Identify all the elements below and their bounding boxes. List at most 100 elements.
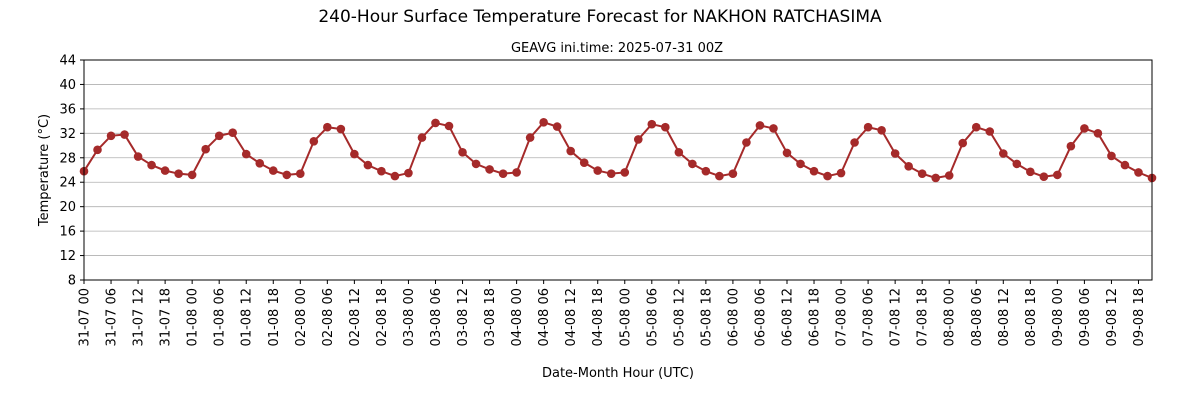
data-point	[755, 121, 765, 130]
data-point	[904, 162, 913, 171]
data-point	[715, 171, 724, 181]
data-point	[214, 131, 224, 141]
data-point	[579, 158, 589, 167]
x-axis-label: Date-Month Hour (UTC)	[542, 366, 694, 381]
x-tick-label: 02-08 06	[321, 288, 336, 346]
data-point	[1053, 170, 1062, 180]
x-axis-ticks: 31-07 00 31-07 06 31-07 12 31-07 18 01-08 00…	[78, 280, 1147, 346]
x-tick-label: 08-08 12	[997, 288, 1012, 346]
data-point	[350, 149, 359, 159]
data-point	[1026, 167, 1035, 177]
x-tick-label: 08-08 00	[943, 288, 958, 346]
data-point	[1039, 172, 1049, 182]
x-tick-label: 07-08 00	[835, 288, 850, 346]
x-tick-label: 03-08 12	[456, 288, 471, 346]
data-point	[512, 168, 521, 177]
data-point	[471, 159, 481, 169]
x-tick-label: 04-08 06	[537, 288, 552, 346]
data-point	[552, 122, 562, 131]
x-tick-label: 09-08 00	[1051, 288, 1066, 346]
chart-subtitle: GEAVG ini.time: 2025-07-31 00Z	[511, 41, 723, 56]
data-point	[147, 160, 156, 170]
data-point	[606, 169, 616, 178]
x-tick-label: 06-08 00	[726, 288, 741, 346]
data-point	[390, 171, 400, 181]
x-tick-label: 06-08 06	[753, 288, 768, 346]
data-point	[525, 133, 535, 142]
data-point	[539, 118, 548, 127]
x-tick-label: 31-07 12	[132, 288, 147, 346]
data-point	[647, 119, 657, 129]
data-point	[444, 121, 454, 131]
x-tick-label: 02-08 18	[375, 288, 390, 346]
data-point	[431, 118, 440, 128]
data-point	[674, 147, 684, 157]
x-tick-label: 01-08 12	[240, 288, 255, 346]
data-point	[201, 144, 210, 154]
x-tick-label: 03-08 18	[483, 288, 498, 346]
data-point	[255, 158, 265, 168]
data-point	[228, 128, 238, 138]
x-tick-label: 01-08 18	[267, 288, 282, 346]
data-point	[958, 138, 968, 148]
chart-title: 240-Hour Surface Temperature Forecast fo…	[318, 7, 882, 27]
data-point	[417, 133, 427, 142]
data-point	[998, 149, 1008, 158]
data-point	[1012, 159, 1022, 169]
data-point	[323, 122, 332, 132]
data-point	[174, 169, 183, 178]
data-point	[782, 148, 792, 158]
y-tick-label: 8	[68, 274, 76, 289]
data-point	[890, 149, 900, 158]
y-tick-label: 28	[59, 151, 76, 166]
data-point	[823, 171, 832, 181]
data-point	[728, 169, 738, 178]
data-point	[620, 168, 630, 177]
data-point	[836, 168, 846, 178]
data-point	[1134, 168, 1143, 177]
x-tick-label: 04-08 12	[564, 288, 579, 346]
data-point	[796, 159, 805, 169]
data-point	[106, 131, 116, 141]
data-point	[985, 127, 995, 136]
data-point	[971, 122, 981, 132]
data-point	[282, 170, 292, 180]
x-tick-label: 09-08 18	[1132, 288, 1147, 346]
x-tick-label: 02-08 12	[348, 288, 363, 346]
x-tick-label: 01-08 06	[213, 288, 228, 346]
data-point	[769, 124, 778, 133]
data-point	[296, 169, 305, 178]
x-tick-label: 02-08 00	[294, 288, 309, 346]
x-tick-label: 04-08 00	[510, 288, 525, 346]
data-point	[1107, 151, 1116, 161]
data-point	[268, 166, 278, 175]
y-tick-label: 36	[59, 102, 76, 117]
data-point	[485, 165, 494, 174]
y-tick-label: 16	[59, 225, 76, 240]
data-point	[917, 169, 927, 178]
plot-frame	[83, 59, 1153, 281]
x-tick-label: 08-08 06	[970, 288, 985, 346]
data-point	[931, 173, 940, 183]
data-point	[133, 152, 143, 161]
x-tick-label: 04-08 18	[591, 288, 606, 346]
data-point	[688, 159, 697, 169]
x-tick-label: 05-08 00	[618, 288, 633, 346]
data-point	[701, 166, 711, 176]
y-tick-label: 44	[59, 54, 76, 69]
y-tick-label: 32	[59, 127, 76, 142]
data-point	[404, 168, 413, 178]
data-point	[363, 160, 373, 170]
x-tick-label: 03-08 00	[402, 288, 417, 346]
data-point	[187, 170, 197, 180]
data-point	[850, 138, 859, 147]
y-axis-ticks: 8 12 16 20 24 28 32 36 40 44	[59, 54, 84, 289]
x-tick-label: 03-08 06	[429, 288, 444, 346]
data-point	[944, 171, 954, 180]
data-point	[633, 135, 643, 144]
data-point	[863, 122, 873, 132]
x-tick-label: 31-07 06	[105, 288, 120, 346]
y-tick-label: 24	[59, 176, 76, 191]
data-point	[593, 166, 603, 175]
x-tick-label: 09-08 12	[1105, 288, 1120, 346]
